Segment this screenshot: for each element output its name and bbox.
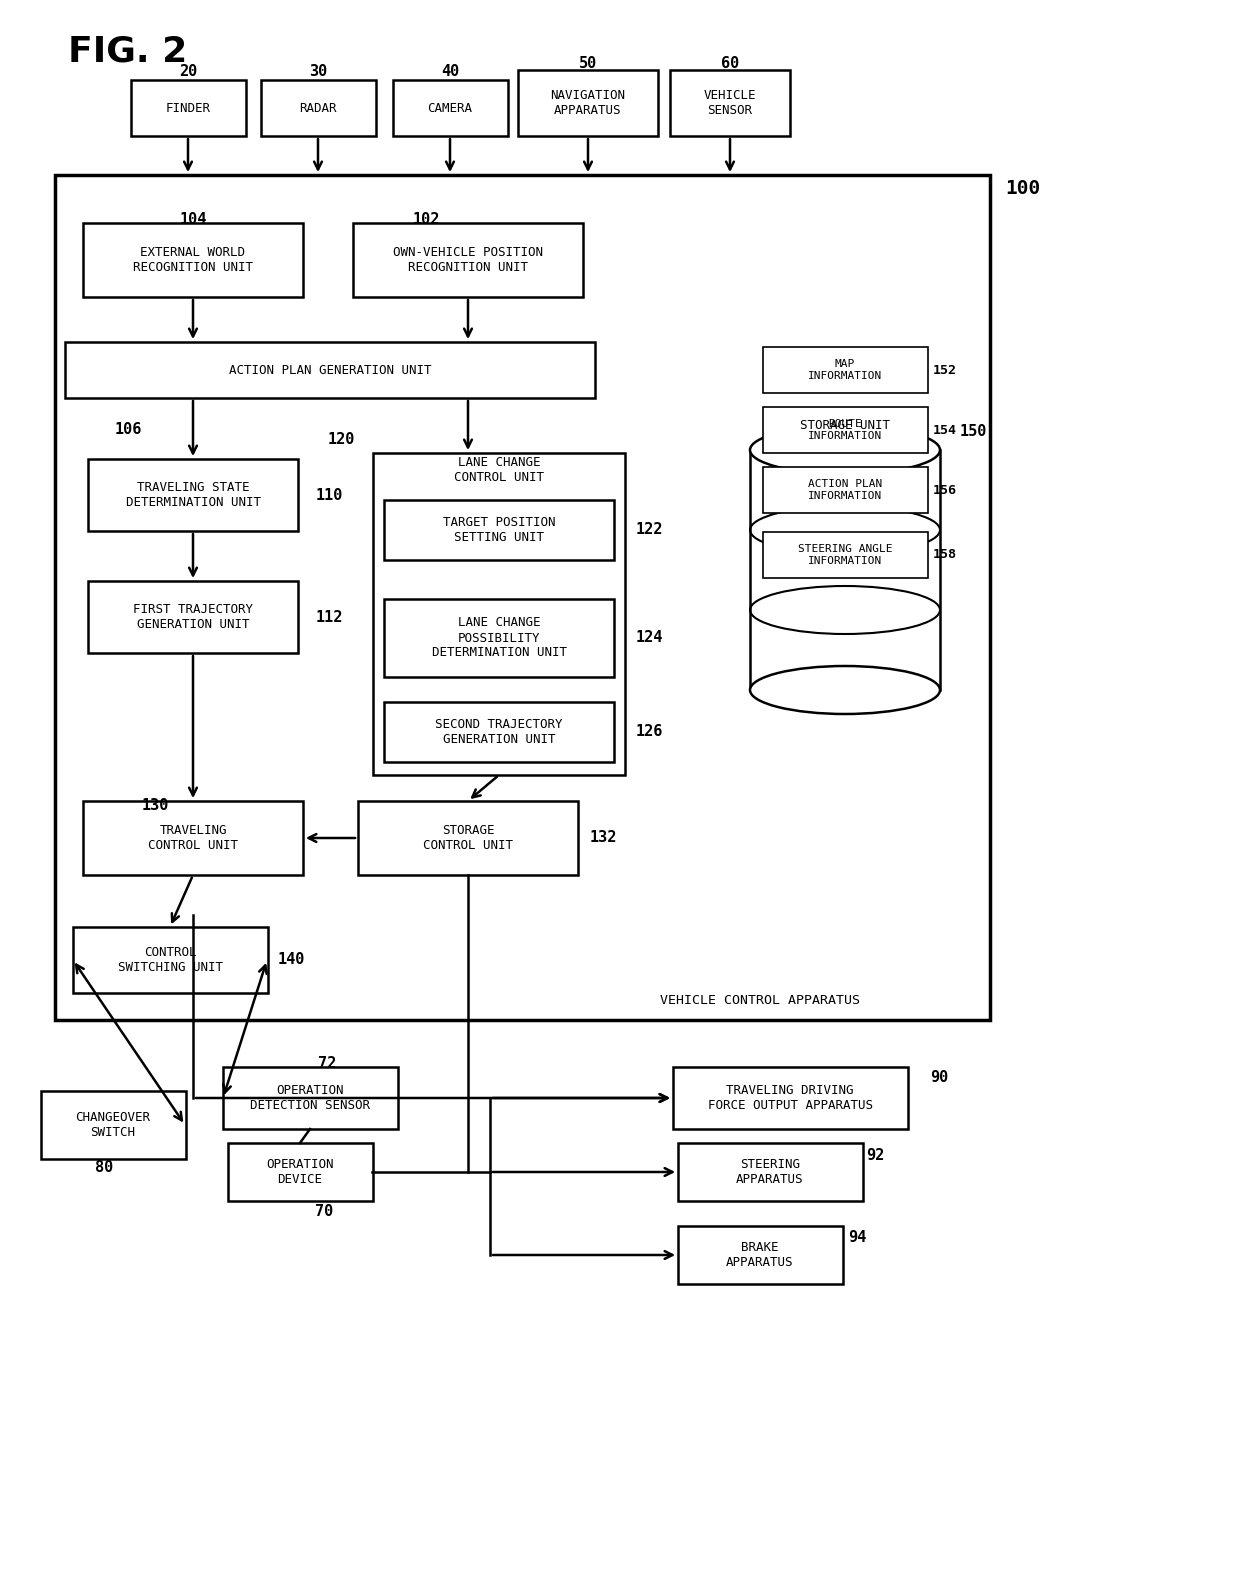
Text: MAP
INFORMATION: MAP INFORMATION bbox=[808, 359, 882, 381]
Text: RADAR: RADAR bbox=[299, 101, 337, 114]
Text: 60: 60 bbox=[720, 55, 739, 71]
Bar bbox=[41, 1092, 186, 1160]
Text: BRAKE
APPARATUS: BRAKE APPARATUS bbox=[727, 1240, 794, 1269]
Text: CONTROL
SWITCHING UNIT: CONTROL SWITCHING UNIT bbox=[118, 946, 222, 975]
Text: STEERING ANGLE
INFORMATION: STEERING ANGLE INFORMATION bbox=[797, 544, 893, 566]
Bar bbox=[384, 500, 614, 560]
Text: 124: 124 bbox=[636, 631, 663, 645]
Text: FIG. 2: FIG. 2 bbox=[68, 35, 187, 70]
Text: EXTERNAL WORLD
RECOGNITION UNIT: EXTERNAL WORLD RECOGNITION UNIT bbox=[133, 245, 253, 274]
Text: 158: 158 bbox=[932, 549, 956, 562]
Bar bbox=[260, 81, 376, 136]
Text: 140: 140 bbox=[278, 952, 305, 968]
Text: LANE CHANGE
POSSIBILITY
DETERMINATION UNIT: LANE CHANGE POSSIBILITY DETERMINATION UN… bbox=[432, 617, 567, 660]
Ellipse shape bbox=[750, 426, 940, 475]
Text: VEHICLE CONTROL APPARATUS: VEHICLE CONTROL APPARATUS bbox=[660, 993, 861, 1006]
Text: 106: 106 bbox=[115, 422, 143, 438]
Text: OPERATION
DETECTION SENSOR: OPERATION DETECTION SENSOR bbox=[250, 1084, 370, 1112]
Text: SECOND TRAJECTORY
GENERATION UNIT: SECOND TRAJECTORY GENERATION UNIT bbox=[435, 718, 563, 747]
Text: OPERATION
DEVICE: OPERATION DEVICE bbox=[267, 1158, 334, 1186]
Text: TRAVELING STATE
DETERMINATION UNIT: TRAVELING STATE DETERMINATION UNIT bbox=[125, 481, 260, 509]
Bar bbox=[358, 800, 578, 875]
Bar bbox=[763, 407, 928, 452]
Bar bbox=[518, 70, 658, 136]
Bar bbox=[353, 223, 583, 297]
Text: 150: 150 bbox=[960, 424, 987, 440]
Text: 20: 20 bbox=[179, 65, 197, 79]
Text: STEERING
APPARATUS: STEERING APPARATUS bbox=[737, 1158, 804, 1186]
Text: FIRST TRAJECTORY
GENERATION UNIT: FIRST TRAJECTORY GENERATION UNIT bbox=[133, 603, 253, 631]
Text: STORAGE UNIT: STORAGE UNIT bbox=[800, 419, 890, 432]
Bar bbox=[384, 702, 614, 763]
Bar bbox=[384, 600, 614, 677]
Bar bbox=[677, 1226, 842, 1285]
Text: 70: 70 bbox=[315, 1204, 334, 1220]
Text: ACTION PLAN
INFORMATION: ACTION PLAN INFORMATION bbox=[808, 479, 882, 501]
Bar bbox=[672, 1066, 908, 1130]
Text: 30: 30 bbox=[309, 65, 327, 79]
Bar bbox=[670, 70, 790, 136]
Ellipse shape bbox=[750, 666, 940, 713]
Text: NAVIGATION
APPARATUS: NAVIGATION APPARATUS bbox=[551, 89, 625, 117]
Text: 40: 40 bbox=[441, 65, 459, 79]
Bar bbox=[88, 581, 298, 653]
Text: OWN-VEHICLE POSITION
RECOGNITION UNIT: OWN-VEHICLE POSITION RECOGNITION UNIT bbox=[393, 245, 543, 274]
Text: 92: 92 bbox=[866, 1147, 884, 1163]
Text: 72: 72 bbox=[317, 1055, 336, 1071]
Text: ROUTE
INFORMATION: ROUTE INFORMATION bbox=[808, 419, 882, 441]
Text: FINDER: FINDER bbox=[165, 101, 211, 114]
Text: 154: 154 bbox=[932, 424, 956, 437]
Bar bbox=[64, 342, 595, 399]
Text: 130: 130 bbox=[141, 797, 169, 813]
Text: TRAVELING DRIVING
FORCE OUTPUT APPARATUS: TRAVELING DRIVING FORCE OUTPUT APPARATUS bbox=[708, 1084, 873, 1112]
Bar bbox=[83, 223, 303, 297]
Text: 122: 122 bbox=[636, 522, 663, 538]
Bar bbox=[373, 452, 625, 775]
Text: 112: 112 bbox=[316, 609, 343, 625]
Bar bbox=[763, 346, 928, 392]
Bar bbox=[763, 532, 928, 577]
Bar bbox=[88, 459, 298, 532]
Bar bbox=[55, 176, 990, 1020]
Text: 90: 90 bbox=[930, 1071, 949, 1085]
Text: 100: 100 bbox=[1004, 179, 1040, 198]
Text: 152: 152 bbox=[932, 364, 956, 377]
Text: VEHICLE
SENSOR: VEHICLE SENSOR bbox=[704, 89, 756, 117]
Text: TARGET POSITION
SETTING UNIT: TARGET POSITION SETTING UNIT bbox=[443, 516, 556, 544]
Text: 102: 102 bbox=[413, 212, 440, 228]
Text: 156: 156 bbox=[932, 484, 956, 497]
Text: LANE CHANGE
CONTROL UNIT: LANE CHANGE CONTROL UNIT bbox=[454, 456, 544, 484]
Text: 126: 126 bbox=[636, 725, 663, 739]
Text: STORAGE
CONTROL UNIT: STORAGE CONTROL UNIT bbox=[423, 824, 513, 853]
Text: 120: 120 bbox=[327, 432, 355, 448]
Text: 104: 104 bbox=[180, 212, 207, 228]
Bar bbox=[227, 1144, 372, 1201]
Text: 50: 50 bbox=[579, 55, 598, 71]
Bar bbox=[763, 467, 928, 513]
Text: CAMERA: CAMERA bbox=[428, 101, 472, 114]
Text: TRAVELING
CONTROL UNIT: TRAVELING CONTROL UNIT bbox=[148, 824, 238, 853]
Bar bbox=[750, 449, 940, 690]
Text: ACTION PLAN GENERATION UNIT: ACTION PLAN GENERATION UNIT bbox=[228, 364, 432, 377]
Text: 94: 94 bbox=[848, 1231, 867, 1245]
Bar bbox=[72, 927, 268, 993]
Text: CHANGEOVER
SWITCH: CHANGEOVER SWITCH bbox=[76, 1111, 150, 1139]
Bar bbox=[130, 81, 246, 136]
Bar bbox=[222, 1066, 398, 1130]
Text: 80: 80 bbox=[95, 1161, 113, 1175]
Bar bbox=[393, 81, 507, 136]
Text: 110: 110 bbox=[316, 487, 343, 503]
Bar bbox=[677, 1144, 863, 1201]
Text: 132: 132 bbox=[590, 831, 618, 845]
Bar bbox=[83, 800, 303, 875]
